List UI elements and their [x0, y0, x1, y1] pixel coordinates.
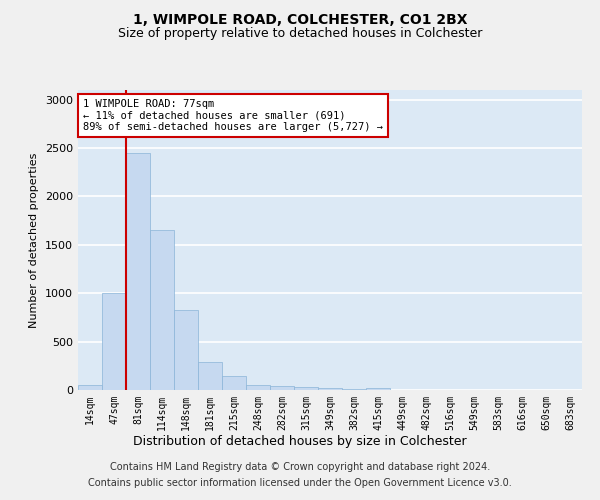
Bar — [78, 385, 102, 390]
Y-axis label: Number of detached properties: Number of detached properties — [29, 152, 40, 328]
Text: Size of property relative to detached houses in Colchester: Size of property relative to detached ho… — [118, 28, 482, 40]
Text: Distribution of detached houses by size in Colchester: Distribution of detached houses by size … — [133, 435, 467, 448]
Bar — [102, 293, 126, 390]
Text: Contains public sector information licensed under the Open Government Licence v3: Contains public sector information licen… — [88, 478, 512, 488]
Bar — [150, 230, 174, 390]
Bar — [366, 388, 390, 390]
Text: 1 WIMPOLE ROAD: 77sqm
← 11% of detached houses are smaller (691)
89% of semi-det: 1 WIMPOLE ROAD: 77sqm ← 11% of detached … — [83, 99, 383, 132]
Bar — [198, 362, 222, 390]
Bar — [270, 386, 294, 390]
Bar — [294, 387, 318, 390]
Text: 1, WIMPOLE ROAD, COLCHESTER, CO1 2BX: 1, WIMPOLE ROAD, COLCHESTER, CO1 2BX — [133, 12, 467, 26]
Bar — [174, 310, 198, 390]
Bar — [246, 385, 270, 390]
Bar — [126, 153, 150, 390]
Bar — [222, 376, 246, 390]
Text: Contains HM Land Registry data © Crown copyright and database right 2024.: Contains HM Land Registry data © Crown c… — [110, 462, 490, 472]
Bar — [342, 389, 366, 390]
Bar — [318, 388, 342, 390]
